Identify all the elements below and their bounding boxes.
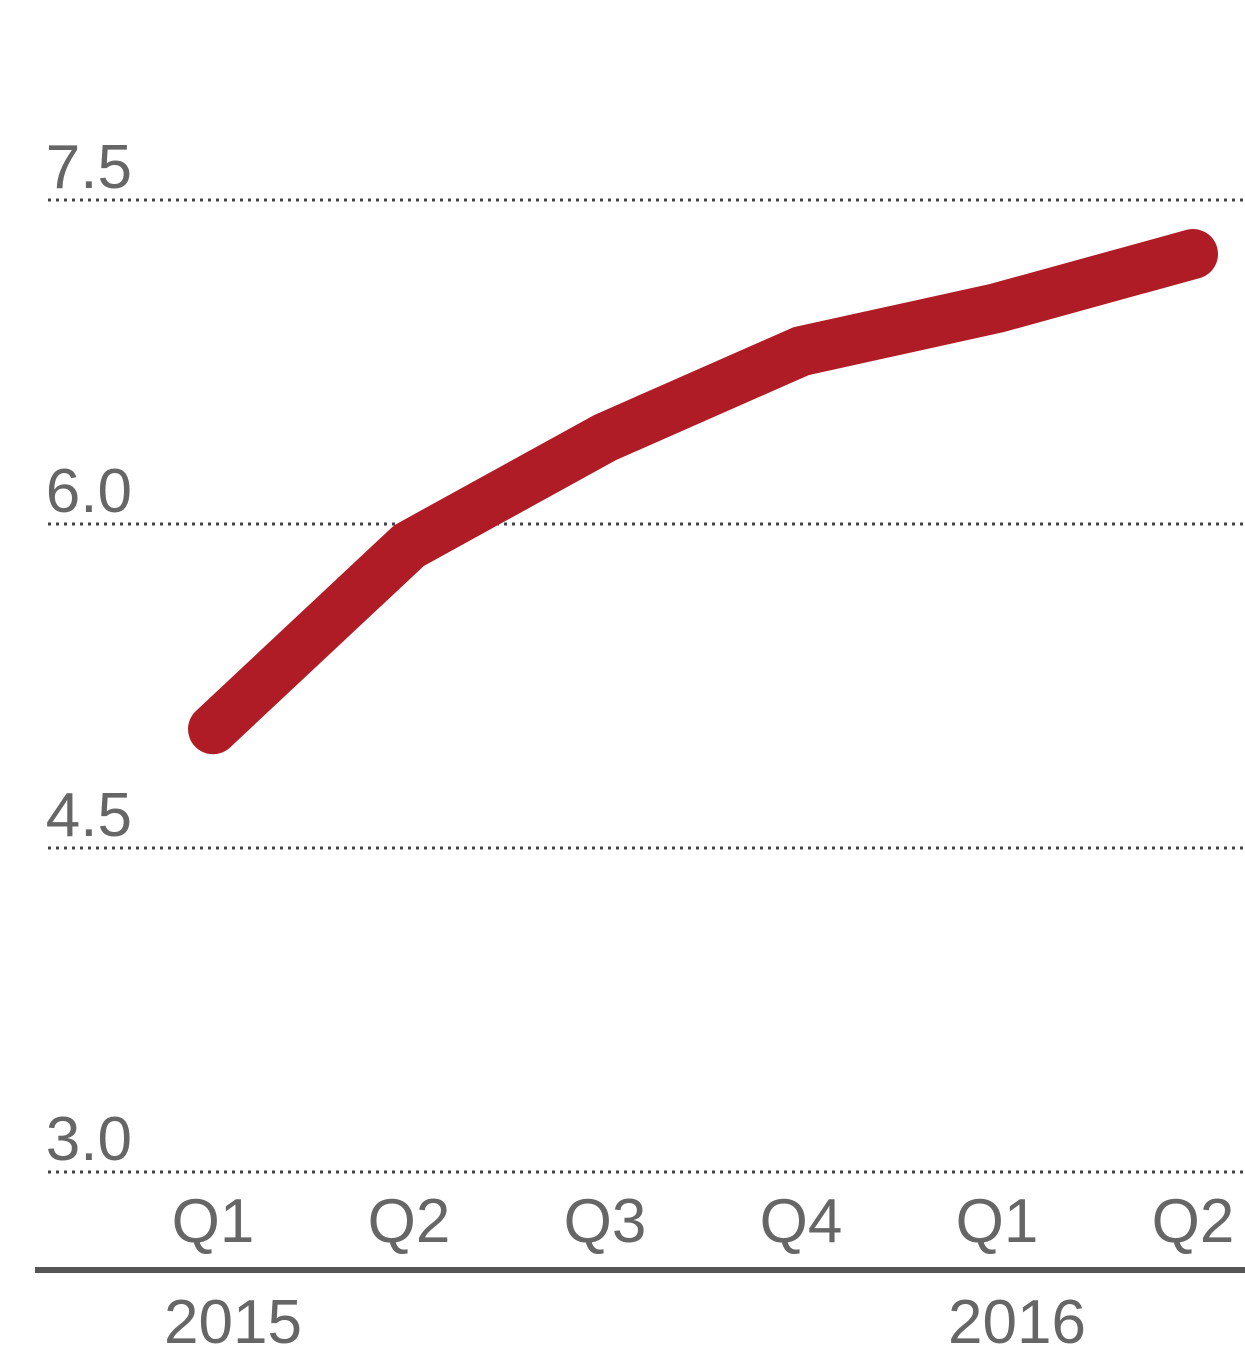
data-point [212, 728, 214, 731]
data-point [996, 307, 998, 309]
year-label: 2016 [948, 1288, 1086, 1357]
y-tick-label: 6.0 [46, 457, 132, 526]
x-tick-label: Q1 [956, 1187, 1039, 1256]
year-label: 2015 [164, 1288, 302, 1357]
series-group [188, 229, 1218, 755]
data-point [408, 544, 410, 547]
data-point [1192, 253, 1194, 255]
year-labels: 2015 2016 [164, 1288, 1086, 1357]
x-tick-label: Q2 [368, 1187, 451, 1256]
data-point [800, 350, 802, 353]
x-tick-label: Q1 [172, 1187, 255, 1256]
y-tick-label: 4.5 [46, 781, 132, 850]
data-point [604, 436, 606, 439]
series-line [188, 229, 1218, 755]
y-tick-label: 3.0 [46, 1105, 132, 1174]
x-tick-label: Q4 [760, 1187, 843, 1256]
y-axis-labels: 7.5 6.0 4.5 3.0 [46, 133, 132, 1174]
x-axis-labels: Q1 Q2 Q3 Q4 Q1 Q2 [172, 1187, 1235, 1256]
x-tick-label: Q2 [1152, 1187, 1235, 1256]
x-tick-label: Q3 [564, 1187, 647, 1256]
y-tick-label: 7.5 [46, 133, 132, 202]
